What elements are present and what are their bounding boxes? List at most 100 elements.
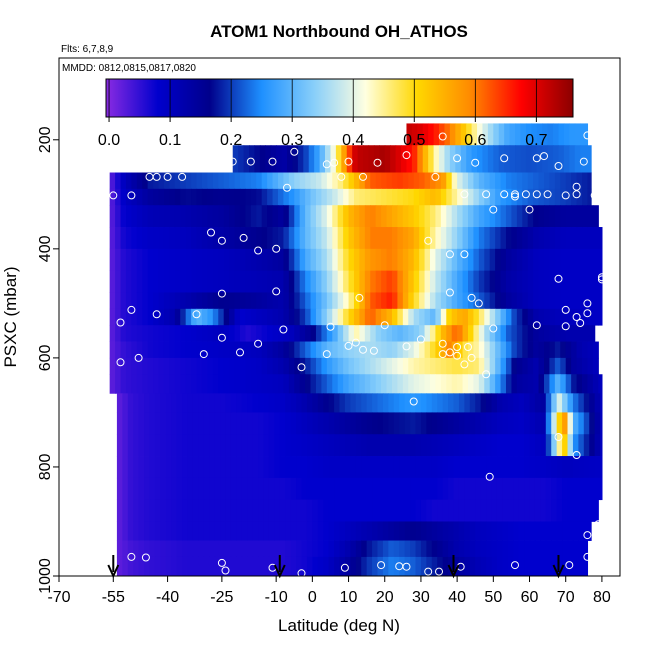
heatmap-cell [547,145,554,173]
heatmap-cell [553,145,560,173]
heatmap-cell [372,540,379,558]
heatmap-cell [453,393,460,413]
heatmap-cell [169,248,176,272]
heatmap-cell [174,248,181,272]
heatmap-cell [549,292,556,310]
heatmap-cell [466,145,473,173]
heatmap-cell [169,188,176,206]
heatmap-cell [464,456,471,479]
heatmap-cell [571,270,578,293]
heatmap-cell [495,341,502,359]
heatmap-cell [386,248,393,272]
heatmap-cell [218,292,225,310]
heatmap-cell [567,412,574,435]
heatmap-cell [473,374,480,394]
heatmap-cell [192,393,199,413]
heatmap-cell [348,292,355,310]
heatmap-cell [294,172,301,190]
heatmap-cell [323,412,330,435]
heatmap-cell [435,341,442,359]
heatmap-cell [283,308,290,326]
heatmap-cell [518,477,525,501]
heatmap-cell [294,341,301,359]
x-axis-title: Latitude (deg N) [278,616,400,635]
heatmap-cell [569,145,576,173]
heatmap-cell [491,434,498,457]
heatmap-cell [594,434,601,457]
heatmap-cell [543,325,551,342]
heatmap-cell [431,456,438,479]
heatmap-cell [372,556,379,576]
heatmap-cell [582,270,589,293]
heatmap-cell [522,188,529,206]
heatmap-cell [393,499,400,522]
heatmap-cell [480,456,487,479]
observation-point [511,190,519,199]
heatmap-cell [372,477,379,501]
heatmap-cell [429,341,437,359]
heatmap-cell [408,374,415,394]
heatmap-cell [310,205,317,228]
heatmap-cell [187,434,194,457]
observation-point [561,305,570,314]
heatmap-cell [560,325,567,342]
heatmap-cell [350,556,357,576]
heatmap-cell [339,556,346,576]
heatmap-cell [533,227,540,250]
heatmap-cell [147,292,154,310]
heatmap-cell [487,123,494,146]
heatmap-cell [120,374,127,394]
heatmap-cell [538,270,545,293]
heatmap-cell [484,270,491,293]
heatmap-cell [220,412,227,435]
heatmap-cell [413,270,420,293]
heatmap-cell [337,308,344,326]
heatmap-cell [290,456,297,479]
heatmap-cell [154,456,161,479]
heatmap-cell [185,248,192,272]
heatmap-cell [533,248,540,272]
heatmap-cell [484,357,491,375]
heatmap-cell [207,248,214,272]
heatmap-cell [518,393,525,413]
heatmap-cell [571,325,578,342]
heatmap-cell [223,172,230,190]
observation-point [344,157,353,166]
heatmap-cell [507,477,514,501]
observation-point [482,370,491,379]
heatmap-cell [509,123,516,146]
heatmap-cell [212,227,219,250]
observation-point [402,562,411,571]
heatmap-cell [142,248,149,272]
heatmap-cell [258,456,265,479]
heatmap-cell [239,205,246,228]
heatmap-cell [408,357,415,375]
heatmap-cell [442,556,449,576]
heatmap-cell [332,205,339,228]
observation-point [109,191,118,200]
heatmap-cell [457,172,464,190]
observation-point [239,233,248,242]
heatmap-cell [163,292,170,310]
heatmap-cell [120,270,127,293]
heatmap-cell [299,325,306,342]
heatmap-cell [212,374,219,394]
heatmap-cell [442,540,449,558]
heatmap-cell [370,341,377,359]
heatmap-cell [493,123,500,146]
heatmap-cell [366,456,373,479]
heatmap-cell [404,521,411,541]
heatmap-cell [372,521,379,541]
heatmap-cell [451,248,458,272]
heatmap-cell [560,270,567,293]
heatmap-cell [301,521,308,541]
heatmap-cell [440,248,447,272]
observation-point [453,343,462,351]
heatmap-cell [448,393,455,413]
heatmap-cell [529,434,536,457]
heatmap-cell [343,357,350,375]
heatmap-cell [185,172,192,190]
heatmap-cell [565,172,572,190]
heatmap-cell [592,270,599,293]
heatmap-cell [250,292,257,310]
